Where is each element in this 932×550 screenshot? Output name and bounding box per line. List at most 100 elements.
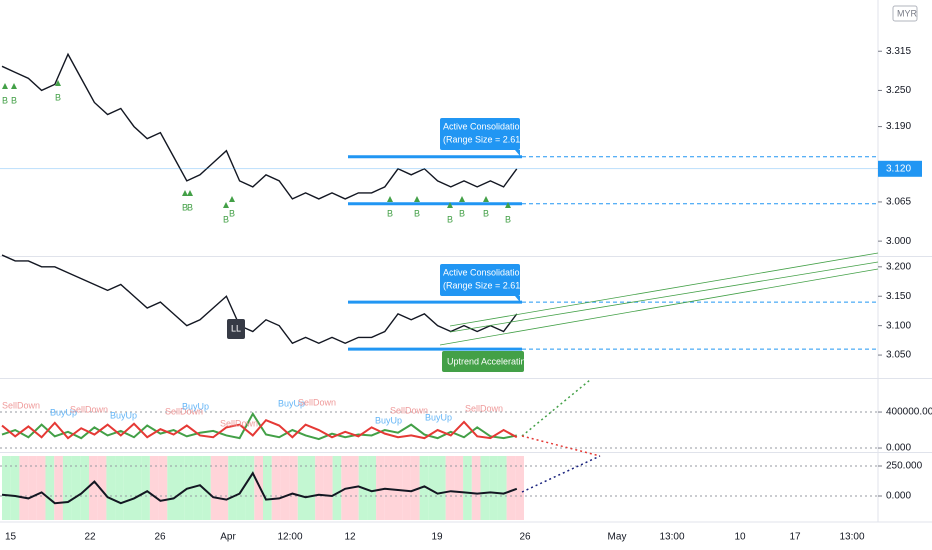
background-stripe	[62, 456, 72, 520]
background-stripe	[228, 456, 237, 520]
trend-channel	[439, 268, 879, 346]
currency-label: MYR	[897, 8, 918, 18]
background-stripe	[480, 456, 490, 520]
price-line	[1, 411, 518, 441]
x-tick-label: May	[608, 532, 627, 543]
price-line	[1, 471, 518, 505]
signal-arrow	[459, 196, 465, 202]
price-tag	[878, 160, 922, 177]
background-stripe	[2, 456, 11, 520]
background-stripe	[410, 456, 420, 520]
y-tick-label: 0.000	[886, 491, 911, 502]
y-tick-label: 3.250	[886, 85, 911, 96]
background-stripe	[289, 456, 298, 520]
x-tick-label: 22	[84, 532, 96, 543]
y-tick-label: 0.000	[886, 443, 911, 454]
background-stripe	[80, 456, 89, 520]
projection	[521, 455, 601, 493]
background-stripe	[245, 456, 255, 520]
background-stripe	[271, 456, 281, 520]
y-tick-label: 3.050	[886, 350, 911, 361]
background-stripe	[332, 456, 342, 520]
y-tick-label: 3.000	[886, 236, 911, 247]
annotation-text: Active Consolidation	[443, 267, 525, 277]
background-stripe	[367, 456, 377, 520]
signal-label: B	[182, 202, 188, 212]
signal-arrow	[187, 190, 193, 196]
price-line	[1, 52, 518, 200]
y-tick-label: 3.100	[886, 320, 911, 331]
background-stripe	[463, 456, 472, 520]
background-stripe	[515, 456, 524, 520]
signal-label: BuyUp	[110, 410, 137, 420]
background-stripe	[54, 456, 63, 520]
signal-label: B	[483, 208, 489, 218]
badge-label: LL	[231, 323, 241, 333]
background-stripe	[89, 456, 98, 520]
annotation-text: (Range Size = 2.61%)	[443, 280, 531, 290]
signal-arrow	[414, 196, 420, 202]
x-tick-label: 13:00	[839, 532, 864, 543]
signal-label: B	[2, 95, 8, 105]
background-stripe	[402, 456, 411, 520]
signal-arrow	[223, 202, 229, 208]
y-tick-label: 250.000	[886, 461, 923, 472]
signal-label: SellDown	[465, 403, 503, 413]
signal-label: SellDown	[390, 405, 428, 415]
signal-label: B	[229, 208, 235, 218]
signal-arrow	[11, 83, 17, 89]
signal-label: B	[505, 214, 511, 224]
background-stripe	[437, 456, 446, 520]
signal-label: SellDown	[2, 400, 40, 410]
x-tick-label: 13:00	[659, 532, 684, 543]
signal-label: B	[187, 202, 193, 212]
y-tick-label: 400000.000	[886, 407, 932, 418]
trend-label: Uptrend Accelerating	[447, 356, 531, 366]
y-tick-label: 3.315	[886, 46, 911, 57]
trend-channel	[449, 261, 879, 333]
background-stripe	[306, 456, 316, 520]
background-stripe	[149, 456, 159, 520]
signal-arrow	[505, 202, 511, 208]
signal-label: B	[459, 208, 465, 218]
background-stripe	[193, 456, 203, 520]
signal-label: B	[414, 208, 420, 218]
background-stripe	[323, 456, 333, 520]
trend-box	[442, 351, 524, 372]
background-stripe	[97, 456, 107, 520]
annotation-pointer	[515, 296, 520, 302]
background-stripe	[115, 456, 124, 520]
signal-label: BuyUp	[182, 401, 209, 411]
background-stripe	[71, 456, 81, 520]
x-tick-label: 26	[154, 532, 166, 543]
background-stripe	[141, 456, 150, 520]
signal-arrow	[2, 83, 8, 89]
y-tick-label: 3.200	[886, 261, 911, 272]
annotation-pointer	[515, 150, 520, 156]
signal-arrow	[387, 196, 393, 202]
background-stripe	[19, 456, 29, 520]
signal-label: B	[55, 92, 61, 102]
x-tick-label: 15	[5, 532, 17, 543]
background-stripe	[45, 456, 55, 520]
background-stripe	[210, 456, 220, 520]
background-stripe	[489, 456, 498, 520]
signal-label: B	[11, 95, 17, 105]
background-stripe	[236, 456, 246, 520]
signal-label: SellDown	[220, 418, 258, 428]
background-stripe	[28, 456, 37, 520]
background-stripe	[158, 456, 168, 520]
x-tick-label: 10	[734, 532, 746, 543]
background-stripe	[315, 456, 324, 520]
background-stripe	[428, 456, 437, 520]
background-stripe	[445, 456, 455, 520]
background-stripe	[376, 456, 385, 520]
background-stripe	[254, 456, 263, 520]
signal-label: SellDown	[70, 404, 108, 414]
background-stripe	[280, 456, 290, 520]
x-tick-label: 17	[789, 532, 801, 543]
x-tick-label: 12:00	[277, 532, 302, 543]
x-tick-label: 26	[519, 532, 531, 543]
background-stripe	[384, 456, 394, 520]
